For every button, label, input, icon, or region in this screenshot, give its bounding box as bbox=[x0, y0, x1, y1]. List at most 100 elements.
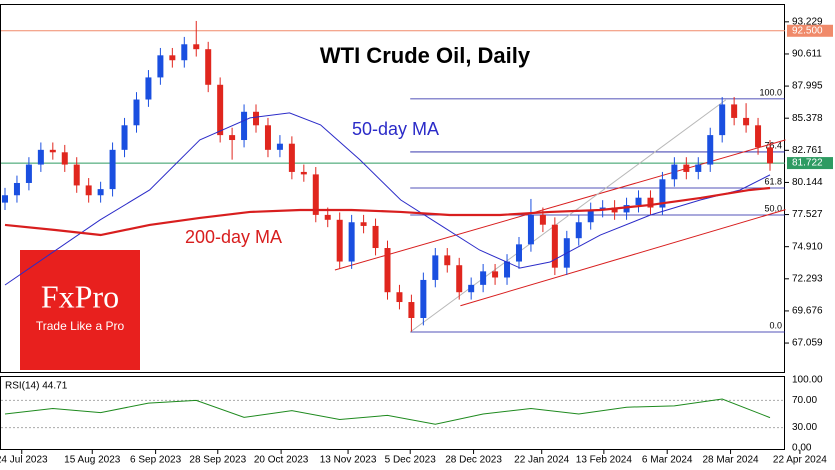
candle-body bbox=[360, 222, 367, 226]
candle-body bbox=[229, 135, 236, 141]
candle-body bbox=[539, 214, 546, 225]
x-tick-label: 13 Feb 2024 bbox=[576, 455, 633, 466]
fib-label: 61.8 bbox=[764, 176, 782, 186]
x-tick-label: 13 Nov 2023 bbox=[320, 455, 377, 466]
y-tick-label: 67.059 bbox=[792, 338, 823, 349]
y-tick-label: 69.676 bbox=[792, 306, 823, 317]
candle-body bbox=[217, 84, 224, 136]
candle-body bbox=[420, 279, 427, 318]
candle-body bbox=[767, 147, 773, 164]
rsi-title: RSI(14) 44.71 bbox=[5, 381, 68, 392]
candle-body bbox=[659, 179, 666, 208]
candle-body bbox=[408, 302, 415, 318]
candle-body bbox=[587, 209, 594, 223]
candle-body bbox=[348, 222, 355, 262]
candle-body bbox=[181, 44, 188, 61]
candle-body bbox=[145, 77, 152, 100]
candle-body bbox=[515, 244, 522, 262]
candle-body bbox=[396, 292, 403, 303]
candle-body bbox=[707, 135, 714, 165]
candle-body bbox=[37, 149, 44, 165]
price-tag-label: 92.500 bbox=[792, 25, 823, 36]
fib-label: 0.0 bbox=[769, 320, 782, 330]
candle-body bbox=[755, 125, 762, 148]
candle-body bbox=[312, 174, 319, 215]
candle-body bbox=[695, 164, 702, 172]
y-tick-label: 100.00 bbox=[792, 375, 823, 386]
trend-line bbox=[460, 209, 786, 307]
candle-body bbox=[336, 219, 343, 262]
x-tick-label: 28 Mar 2024 bbox=[702, 455, 759, 466]
x-tick-label: 28 Sep 2023 bbox=[189, 455, 246, 466]
candle-body bbox=[121, 125, 128, 150]
candle-body bbox=[504, 261, 511, 278]
candle-body bbox=[157, 55, 164, 78]
x-tick-label: 6 Mar 2024 bbox=[642, 455, 693, 466]
logo-tagline: Trade Like a Pro bbox=[36, 319, 125, 333]
candle-body bbox=[169, 55, 176, 61]
fib-label: 50.0 bbox=[764, 203, 782, 213]
candle-body bbox=[205, 49, 212, 85]
y-tick-label: 74.910 bbox=[792, 241, 823, 252]
candle-body bbox=[731, 104, 738, 118]
fib-label: 100.0 bbox=[759, 87, 782, 97]
candle-body bbox=[384, 248, 391, 293]
y-tick-label: 87.995 bbox=[792, 81, 823, 92]
candle-body bbox=[13, 182, 20, 196]
y-tick-label: 30.00 bbox=[792, 422, 817, 433]
candle-body bbox=[300, 171, 307, 175]
candle-body bbox=[241, 111, 248, 141]
y-tick-label: 90.611 bbox=[792, 49, 822, 60]
candle-body bbox=[85, 185, 92, 196]
candle-body bbox=[324, 214, 331, 220]
x-tick-label: 6 Sep 2023 bbox=[130, 455, 182, 466]
x-tick-label: 5 Dec 2023 bbox=[385, 455, 437, 466]
price-frame bbox=[0, 4, 785, 373]
fib-label: 76.4 bbox=[764, 140, 782, 150]
candle-body bbox=[2, 195, 8, 203]
candle-body bbox=[671, 164, 678, 180]
candle-body bbox=[97, 189, 104, 196]
candle-body bbox=[468, 284, 475, 293]
x-tick-label: 24 Jul 2023 bbox=[0, 455, 48, 466]
x-tick-label: 20 Oct 2023 bbox=[254, 455, 309, 466]
candle-body bbox=[288, 143, 295, 172]
series-label: 50-day MA bbox=[352, 119, 439, 139]
price-tag bbox=[787, 24, 833, 37]
x-tick-label: 22 Jan 2024 bbox=[514, 455, 569, 466]
y-tick-label: 82.761 bbox=[792, 145, 823, 156]
candle-body bbox=[109, 149, 116, 190]
candle-body bbox=[193, 44, 200, 50]
x-tick-label: 28 Dec 2023 bbox=[445, 455, 502, 466]
candle-body bbox=[527, 214, 534, 245]
candle-body bbox=[133, 99, 140, 126]
candle-body bbox=[575, 222, 582, 239]
y-tick-label: 72.293 bbox=[792, 273, 823, 284]
y-tick-label: 93.229 bbox=[792, 16, 823, 27]
candle-body bbox=[432, 255, 439, 280]
candle-body bbox=[444, 255, 451, 266]
candle-body bbox=[73, 164, 80, 186]
rsi-frame bbox=[0, 376, 785, 450]
x-tick-label: 15 Aug 2023 bbox=[64, 455, 121, 466]
candle-body bbox=[264, 125, 271, 150]
candle-body bbox=[456, 265, 463, 293]
candle-body bbox=[61, 152, 68, 165]
x-tick-label: 22 Apr 2024 bbox=[773, 455, 827, 466]
candle-body bbox=[743, 117, 750, 126]
candle-body bbox=[551, 224, 558, 268]
trend-line bbox=[409, 99, 727, 333]
candle-body bbox=[276, 143, 283, 150]
y-tick-label: 85.378 bbox=[792, 113, 823, 124]
price-tag bbox=[787, 157, 833, 170]
candle-body bbox=[372, 225, 379, 249]
chart-title: WTI Crude Oil, Daily bbox=[320, 43, 531, 68]
candle-body bbox=[647, 197, 654, 208]
candle-body bbox=[49, 149, 56, 153]
price-tag-label: 81.722 bbox=[792, 158, 823, 169]
candle-body bbox=[611, 207, 618, 213]
logo-box bbox=[20, 250, 140, 370]
trend-line bbox=[334, 139, 786, 271]
moving-average bbox=[4, 186, 771, 237]
y-tick-label: 77.527 bbox=[792, 209, 823, 220]
